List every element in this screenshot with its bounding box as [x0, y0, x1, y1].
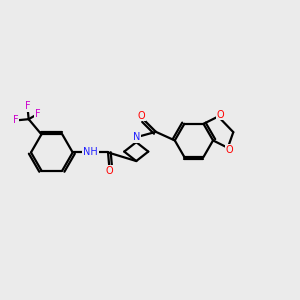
- Text: N: N: [133, 132, 140, 142]
- Text: O: O: [137, 111, 145, 121]
- Text: F: F: [25, 101, 30, 111]
- Text: NH: NH: [83, 148, 98, 158]
- Text: F: F: [13, 116, 19, 125]
- Text: F: F: [35, 109, 41, 119]
- Text: O: O: [226, 145, 234, 155]
- Text: O: O: [216, 110, 224, 119]
- Text: O: O: [106, 166, 113, 176]
